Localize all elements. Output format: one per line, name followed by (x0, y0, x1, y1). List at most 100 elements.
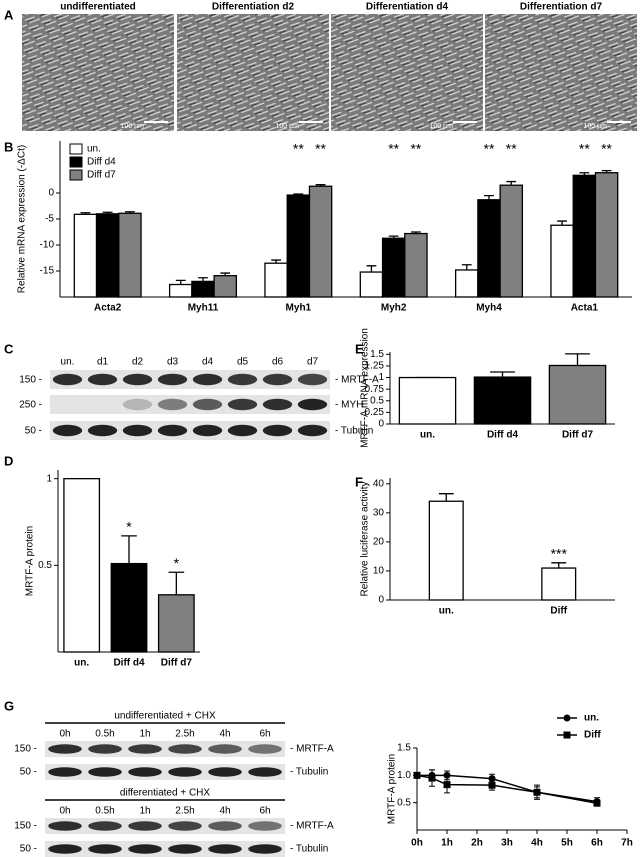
legend-label: Diff d4 (87, 157, 116, 168)
mw-marker: 50 - (20, 767, 37, 778)
bar (548, 364, 607, 425)
x-tick-label: 1h (441, 838, 453, 849)
bar (168, 283, 193, 298)
x-tick-label: Myh1 (286, 303, 312, 314)
blot-band (297, 398, 328, 411)
y-tick-label: 1.5 (397, 743, 411, 754)
lane-label: 6h (259, 806, 270, 817)
micrograph (177, 14, 329, 131)
x-tick-label: Diff d4 (113, 658, 145, 669)
blot-strip (50, 395, 330, 414)
y-tick-label: 0 (378, 419, 384, 430)
x-tick-label: 6h (591, 838, 603, 849)
image-label: Differentiation d7 (520, 2, 603, 13)
image-label: Differentiation d2 (212, 2, 295, 13)
blot-band (227, 373, 258, 386)
micrograph (22, 14, 174, 131)
blot-band (227, 398, 258, 411)
blot-band (48, 844, 82, 854)
bar (404, 232, 428, 298)
bar (550, 224, 574, 298)
legend-label: un. (584, 713, 599, 724)
lane-label: d6 (272, 357, 284, 368)
panel-label: E (355, 341, 364, 356)
y-tick-label: 0.25 (365, 407, 385, 418)
error-bar (490, 371, 515, 378)
legend-swatch (69, 143, 83, 155)
micrograph (485, 14, 637, 131)
bar (359, 271, 384, 298)
group-label: differentiated + CHX (120, 788, 210, 799)
blot-band (227, 424, 258, 437)
blot-band (48, 821, 82, 831)
significance: ** (484, 141, 495, 157)
bar (191, 280, 215, 298)
lane-label: 4h (219, 729, 230, 740)
significance: ** (410, 141, 421, 157)
x-tick-label: Myh4 (476, 303, 502, 314)
bar (63, 478, 101, 653)
lane-label: d5 (237, 357, 249, 368)
bar (286, 194, 311, 298)
blot-band (297, 424, 328, 437)
y-tick-label: -5 (45, 214, 54, 225)
blot-band (128, 767, 162, 777)
image-label: Differentiation d4 (366, 2, 449, 13)
blot-band (52, 424, 83, 437)
blot-band (128, 744, 162, 754)
blot-band (248, 744, 282, 754)
blot-band (262, 398, 293, 411)
blot-band (88, 744, 122, 754)
bar (264, 262, 288, 298)
x-tick-label: Myh2 (381, 303, 407, 314)
blot-band (208, 767, 242, 777)
blot-band (208, 821, 242, 831)
blot-band (248, 821, 282, 831)
y-tick-label: 1 (46, 473, 52, 484)
marker (428, 774, 436, 782)
significance: * (174, 555, 180, 571)
band-label: - MRTF-A (290, 821, 334, 832)
lane-label: d3 (167, 357, 179, 368)
panel-label: C (4, 341, 14, 356)
lane-label: 0.5h (95, 729, 114, 740)
blot-band (208, 744, 242, 754)
mw-marker: 250 - (19, 400, 42, 411)
bar (157, 594, 195, 653)
y-axis-label: MRTF-A protein (25, 526, 36, 596)
bar (308, 185, 333, 298)
scale-bar-label: 100 µm (276, 123, 300, 130)
blot-band (297, 373, 328, 386)
y-tick-label: 30 (373, 507, 385, 518)
y-axis-label: MRTF-A protein (387, 754, 398, 824)
blot-band (208, 844, 242, 854)
panel-label: D (4, 453, 13, 468)
x-tick-label: Diff (550, 606, 567, 617)
blot-band (122, 373, 153, 386)
error-bar (168, 571, 185, 595)
micrograph (331, 14, 483, 131)
blot-band (48, 767, 82, 777)
x-tick-label: 7h (621, 838, 633, 849)
x-tick-label: Acta2 (94, 303, 122, 314)
blot-band (48, 744, 82, 754)
blot-band (192, 424, 223, 437)
mw-marker: 150 - (14, 744, 37, 755)
band-label: - MYH (335, 400, 363, 411)
blot-band (87, 373, 118, 386)
significance: *** (551, 546, 568, 562)
legend-marker (563, 731, 571, 739)
bar (454, 269, 479, 298)
blot-band (157, 398, 188, 411)
bar (95, 213, 120, 298)
mw-marker: 50 - (20, 844, 37, 855)
y-tick-label: 1.25 (365, 361, 385, 372)
blot-band (88, 821, 122, 831)
y-tick-label: 1.0 (397, 770, 411, 781)
significance: ** (388, 141, 399, 157)
mw-marker: 150 - (14, 821, 37, 832)
blot-band (248, 767, 282, 777)
x-tick-label: 5h (561, 838, 573, 849)
blot-band (122, 398, 153, 411)
